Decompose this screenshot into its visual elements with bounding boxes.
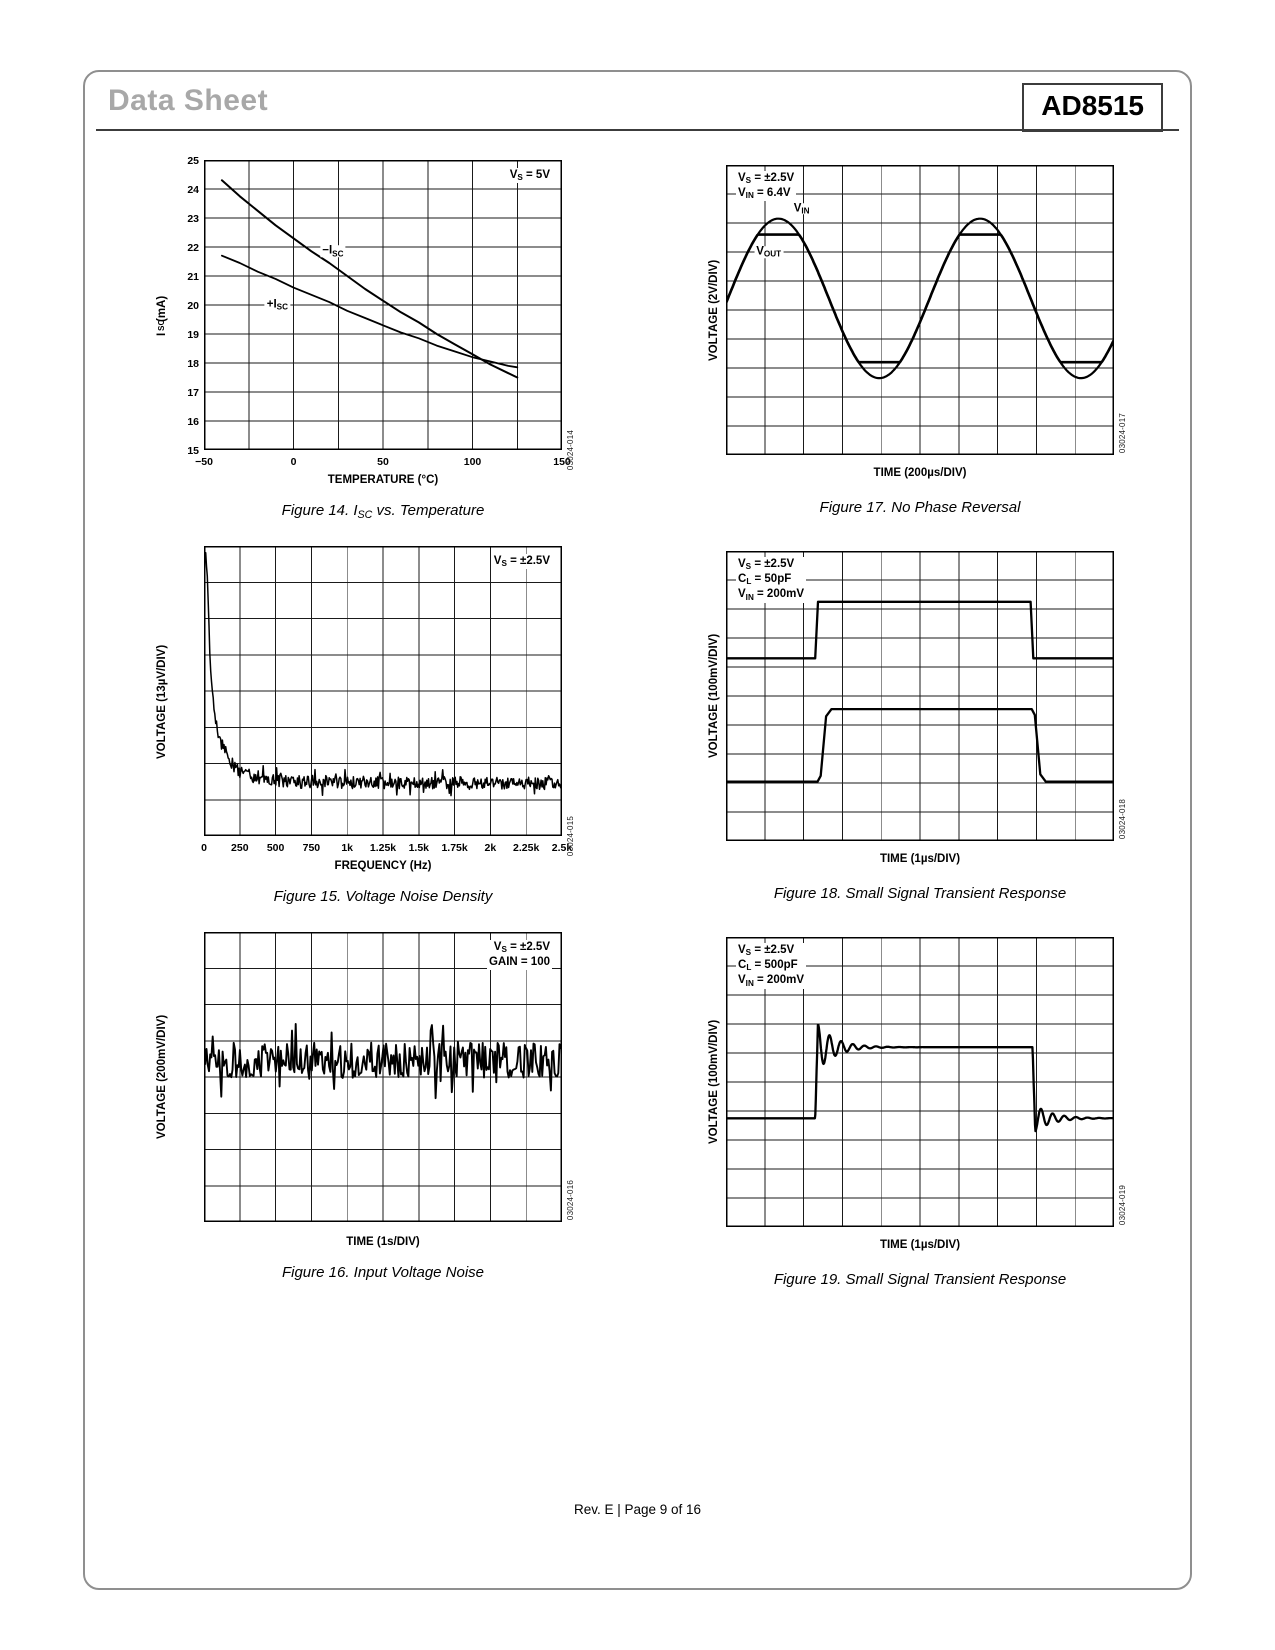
svg-text:0: 0 [201,842,207,854]
chart-canvas-fig14: −50 0 50 100 150 15 16 17 18 19 20 21 22 23 24 25 [187,155,571,468]
plot-area: 03024-018 VS = ±2.5V CL = 50pF VIN = 200mV [726,551,1127,841]
figure-18: VOLTAGE (100mV/DIV) 03024-018 VS = ±2.5V… [702,551,1127,937]
figure-id-code: 03024-015 [566,815,575,856]
x-axis-label: TIME (1µs/DIV) [879,853,961,865]
chart-canvas-fig17 [726,165,1114,455]
figure-id-code: 03024-017 [1118,412,1127,453]
plot-area: −50 0 50 100 150 15 16 17 18 19 20 21 22 23 24 25 03024… [174,155,575,472]
chart-canvas-fig15: 0 250 500 750 1k 1.25k 1.5k 1.75k 2k 2.25k 2.5k [201,546,572,854]
figure-19: VOLTAGE (100mV/DIV) 03024-019 VS = ±2.5V… [702,937,1127,1323]
figure-15: VOLTAGE (13µV/DIV) 0 250 500 750 1k 1.25k 1.5k… [150,546,575,932]
figure-id-code: 03024-019 [1118,1184,1127,1225]
plot-area: 03024-019 VS = ±2.5V CL = 500pF VIN = 200m… [726,937,1127,1227]
plot-area: 03024-017 VS = ±2.5V VIN = 6.4V VIN VOUT [726,165,1127,455]
svg-text:24: 24 [187,184,199,196]
plot-area: 0 250 500 750 1k 1.25k 1.5k 1.75k 2k 2.25k 2.5k 03… [174,546,575,858]
header-rule [96,129,1179,131]
plot-annotation: VS = ±2.5V GAIN = 100 [486,940,552,971]
y-axis-label: VOLTAGE (100mV/DIV) [708,633,720,759]
y-axis-label: VOLTAGE (100mV/DIV) [708,1019,720,1145]
figure-14: I SC (mA) −50 0 50 100 150 15 16 17 18 19 20 21 22 23 2… [150,155,575,546]
svg-text:2k: 2k [485,842,497,854]
svg-text:250: 250 [231,842,249,854]
plot-annotation: VS = ±2.5V VIN = 6.4V [736,171,797,202]
figure-16: VOLTAGE (200mV/DIV) 03024-016 VS = ±2.5V… [150,932,575,1318]
y-axis-label: VOLTAGE (13µV/DIV) [156,644,168,760]
svg-text:0: 0 [291,456,297,468]
svg-text:21: 21 [187,271,199,283]
series-label: VIN [791,201,812,216]
x-axis-label: TIME (200µs/DIV) [873,467,967,479]
page-border [83,70,1192,1590]
x-axis-label: TIME (1s/DIV) [346,1236,420,1248]
figure-caption: Figure 18. Small Signal Transient Respon… [773,885,1067,902]
figure-caption: Figure 16. Input Voltage Noise [281,1264,485,1281]
figure-id-code: 03024-016 [566,1179,575,1220]
svg-text:1.25k: 1.25k [370,842,396,854]
figure-caption: Figure 17. No Phase Reversal [819,499,1021,516]
figure-16-body: VOLTAGE (200mV/DIV) 03024-016 VS = ±2.5V… [150,932,575,1222]
y-axis-label: VOLTAGE (200mV/DIV) [156,1014,168,1140]
svg-text:2.5k: 2.5k [552,842,573,854]
series-label: VOUT [754,245,784,259]
figure-id-code: 03024-014 [566,429,575,470]
svg-text:16: 16 [187,416,199,428]
right-column: VOLTAGE (2V/DIV) 03024-017 VS = ±2.5V VIN… [702,165,1127,1323]
chart-canvas-fig19 [726,937,1114,1227]
part-number-badge: AD8515 [1022,83,1163,132]
svg-text:15: 15 [187,445,199,457]
svg-text:20: 20 [187,300,199,312]
figures-grid: I SC (mA) −50 0 50 100 150 15 16 17 18 19 20 21 22 23 2… [150,155,1127,1323]
series-label: −ISC [320,244,346,258]
figure-caption: Figure 19. Small Signal Transient Respon… [773,1271,1067,1288]
y-axis-label: VOLTAGE (2V/DIV) [708,259,720,361]
figure-14-body: I SC (mA) −50 0 50 100 150 15 16 17 18 19 20 21 22 23 2… [150,155,575,472]
svg-text:150: 150 [553,456,571,468]
figure-19-body: VOLTAGE (100mV/DIV) 03024-019 VS = ±2.5V… [702,937,1127,1227]
svg-text:2.25k: 2.25k [513,842,539,854]
svg-text:17: 17 [187,387,199,399]
svg-text:500: 500 [267,842,285,854]
svg-text:750: 750 [303,842,321,854]
svg-text:22: 22 [187,242,199,254]
svg-text:50: 50 [377,456,389,468]
plot-annotation: VS = ±2.5V [491,554,552,570]
svg-text:1.75k: 1.75k [441,842,467,854]
series-label: +ISC [264,298,291,312]
left-column: I SC (mA) −50 0 50 100 150 15 16 17 18 19 20 21 22 23 2… [150,155,575,1323]
y-axis-label: I SC (mA) [156,295,168,337]
svg-text:1.5k: 1.5k [409,842,430,854]
x-axis-label: TIME (1µs/DIV) [879,1239,961,1251]
plot-area: 03024-016 VS = ±2.5V GAIN = 100 [174,932,575,1222]
figure-15-body: VOLTAGE (13µV/DIV) 0 250 500 750 1k 1.25k 1.5k… [150,546,575,858]
plot-annotation: VS = ±2.5V CL = 50pF VIN = 200mV [736,557,807,603]
figure-17: VOLTAGE (2V/DIV) 03024-017 VS = ±2.5V VIN… [702,165,1127,551]
svg-text:−50: −50 [195,456,213,468]
svg-text:100: 100 [464,456,482,468]
x-axis-label: FREQUENCY (Hz) [334,860,432,872]
svg-text:18: 18 [187,358,199,370]
chart-canvas-fig18 [726,551,1114,841]
doc-type-title: Data Sheet [108,84,269,117]
figure-18-body: VOLTAGE (100mV/DIV) 03024-018 VS = ±2.5V… [702,551,1127,841]
chart-canvas-fig16 [204,932,562,1222]
figure-id-code: 03024-018 [1118,798,1127,839]
page-footer: Rev. E | Page 9 of 16 [573,1502,702,1517]
plot-annotation: VS = 5V [507,168,552,184]
svg-text:1k: 1k [341,842,353,854]
svg-text:25: 25 [187,155,199,167]
x-axis-label: TEMPERATURE (°C) [327,474,439,486]
svg-text:19: 19 [187,329,199,341]
figure-caption: Figure 14. ISC vs. Temperature [281,502,485,521]
plot-annotation: VS = ±2.5V CL = 500pF VIN = 200mV [736,943,807,989]
figure-17-body: VOLTAGE (2V/DIV) 03024-017 VS = ±2.5V VIN… [702,165,1127,455]
svg-text:23: 23 [187,213,199,225]
figure-caption: Figure 15. Voltage Noise Density [273,888,493,905]
